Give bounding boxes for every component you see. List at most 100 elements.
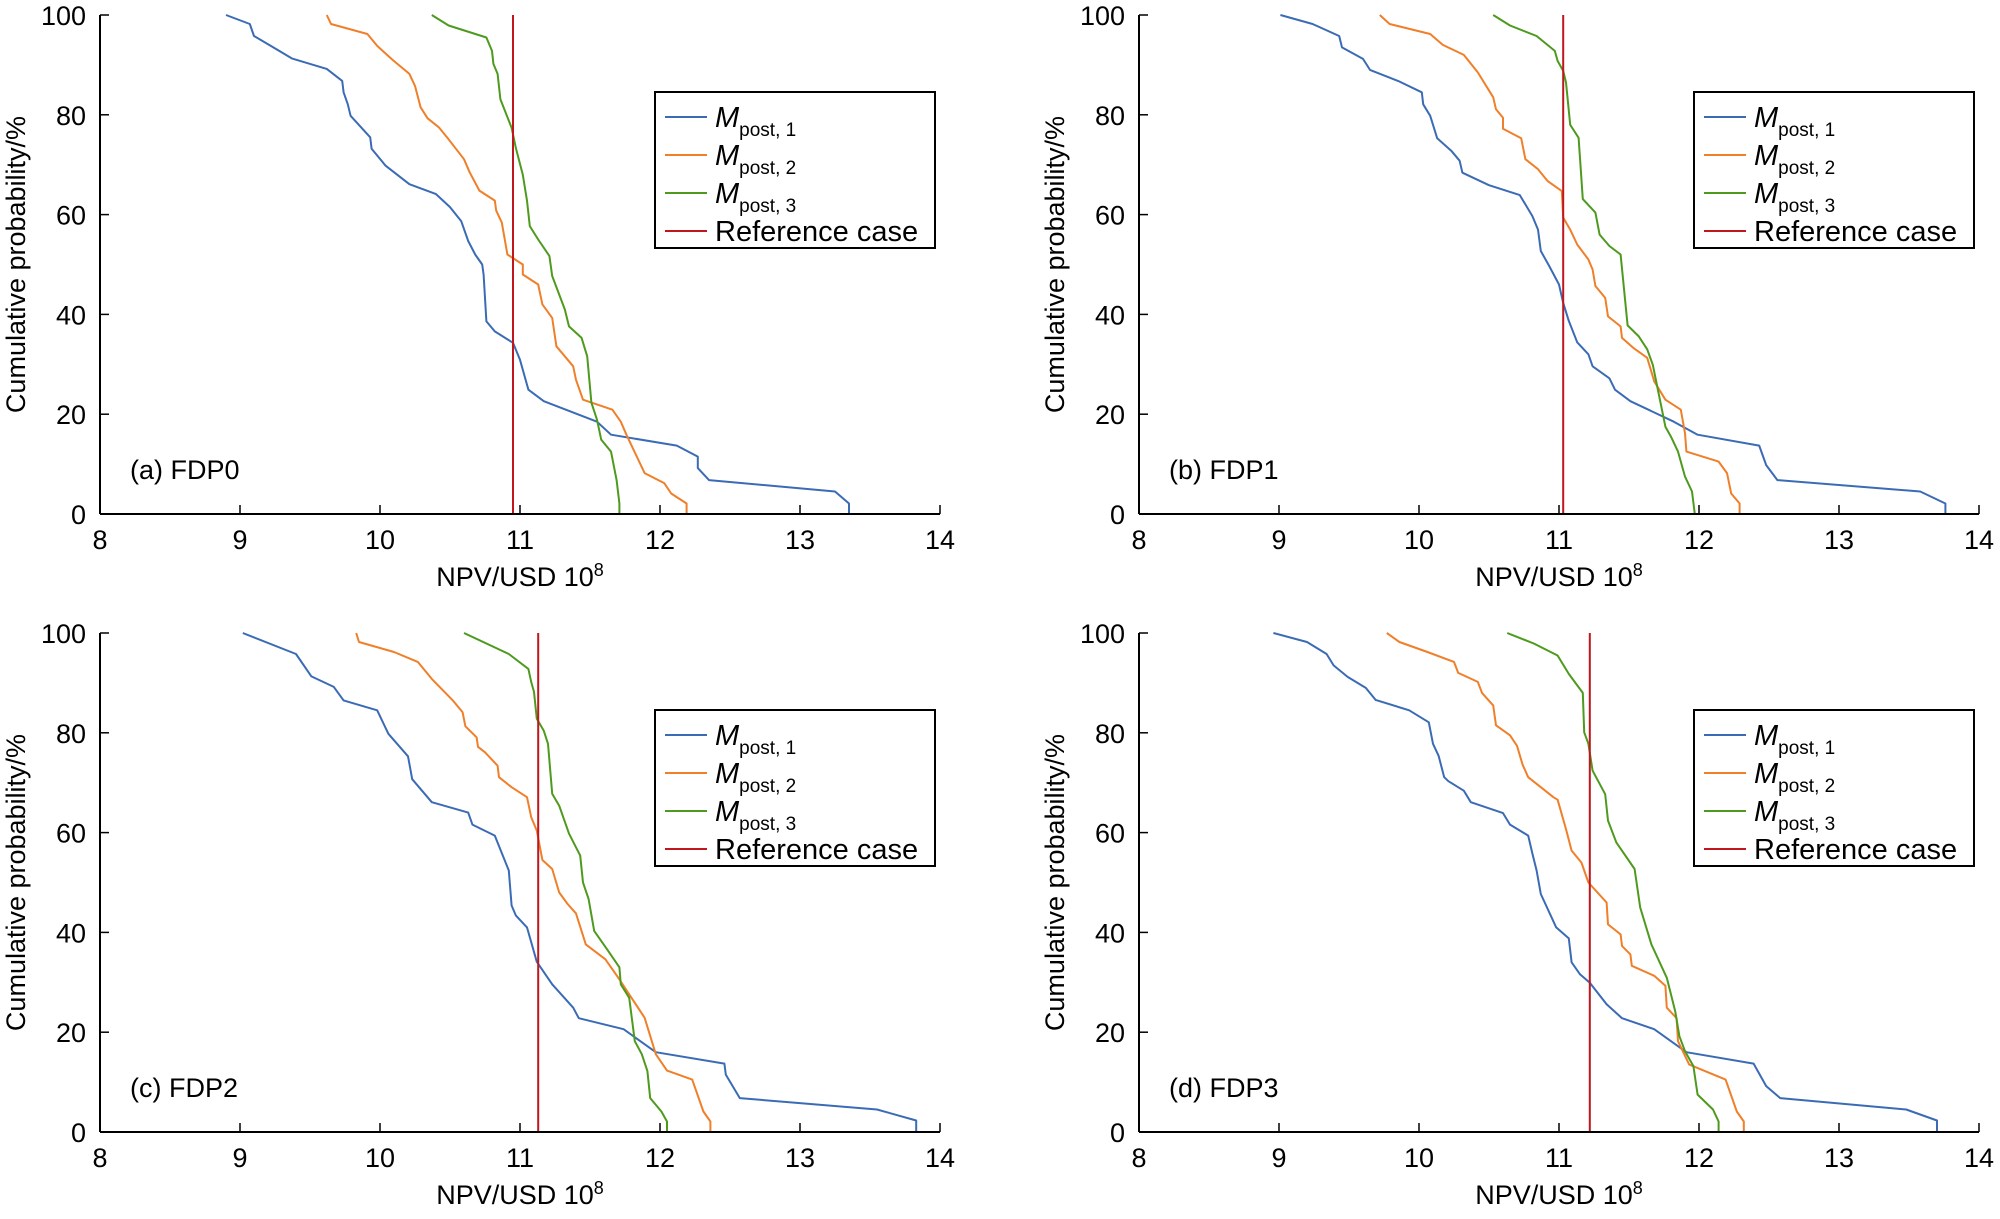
series-line-mpost-3	[1506, 632, 1720, 1132]
y-tick-label: 100	[41, 619, 86, 649]
series-line-mpost-1	[225, 14, 850, 514]
series-line-mpost-3	[463, 632, 668, 1132]
legend-label-mpost-3: Mpost, 3	[715, 178, 796, 217]
series-line-mpost-2	[355, 632, 712, 1132]
x-tick-label: 8	[1131, 1143, 1146, 1173]
x-tick-label: 12	[1684, 525, 1714, 555]
x-tick-label: 14	[1964, 1143, 1994, 1173]
x-tick-label: 12	[1684, 1143, 1714, 1173]
x-tick-label: 11	[1545, 1143, 1573, 1173]
x-tick-label: 12	[645, 525, 675, 555]
y-tick-label: 40	[1095, 300, 1125, 330]
legend-label-reference-case: Reference case	[1754, 834, 1957, 866]
legend-label-mpost-2: Mpost, 2	[715, 758, 796, 797]
x-tick-label: 11	[1545, 525, 1573, 555]
y-axis-label: Cumulative probability/%	[1040, 116, 1070, 413]
x-tick-label: 9	[1271, 1143, 1286, 1173]
y-tick-label: 60	[56, 201, 86, 231]
series-line-mpost-1	[1273, 632, 1938, 1132]
y-tick-label: 40	[56, 918, 86, 948]
x-tick-label: 13	[785, 525, 815, 555]
panel-label: (c) FDP2	[130, 1073, 238, 1103]
legend-label-mpost-1: Mpost, 1	[1754, 720, 1835, 759]
legend-label-reference-case: Reference case	[715, 834, 918, 866]
y-axis-label: Cumulative probability/%	[1040, 734, 1070, 1031]
x-tick-label: 9	[232, 1143, 247, 1173]
chart-panel-d: 8 9 10 11 12 13 14 0 20 40 60 80 100 NPV/USD 108 Cumul…	[1040, 619, 1994, 1210]
y-tick-label: 60	[1095, 201, 1125, 231]
chart-panel-a: 8 9 10 11 12 13 14 0 20 40 60 80 100 NPV/USD 108 Cumul…	[1, 1, 955, 592]
x-tick-label: 8	[1131, 525, 1146, 555]
x-tick-label: 14	[1964, 525, 1994, 555]
panel-label: (a) FDP0	[130, 455, 240, 485]
legend-label-reference-case: Reference case	[715, 216, 918, 248]
panel-label: (d) FDP3	[1169, 1073, 1279, 1103]
y-tick-label: 60	[1095, 819, 1125, 849]
y-tick-label: 0	[1110, 500, 1125, 530]
chart-panel-b: 8 9 10 11 12 13 14 0 20 40 60 80 100 NPV/USD 108 Cumul…	[1040, 1, 1994, 592]
x-tick-label: 8	[92, 525, 107, 555]
x-axis-label: NPV/USD 108	[436, 1178, 604, 1210]
series-line-mpost-3	[431, 14, 621, 514]
x-axis-label: NPV/USD 108	[1475, 560, 1643, 592]
chart-panel-c: 8 9 10 11 12 13 14 0 20 40 60 80 100 NPV/USD 108 Cumul…	[1, 619, 955, 1210]
legend-label-mpost-3: Mpost, 3	[1754, 796, 1835, 835]
x-tick-label: 8	[92, 1143, 107, 1173]
x-tick-label: 10	[1404, 1143, 1434, 1173]
x-tick-label: 14	[925, 1143, 955, 1173]
series-line-mpost-2	[1386, 632, 1745, 1132]
y-tick-label: 40	[1095, 918, 1125, 948]
x-axis-label: NPV/USD 108	[436, 560, 604, 592]
legend-label-mpost-2: Mpost, 2	[715, 140, 796, 179]
x-tick-label: 10	[1404, 525, 1434, 555]
y-tick-label: 100	[1080, 619, 1125, 649]
x-tick-label: 10	[365, 525, 395, 555]
y-tick-label: 20	[1095, 400, 1125, 430]
y-tick-label: 100	[1080, 1, 1125, 31]
y-tick-label: 0	[1110, 1118, 1125, 1148]
legend-label-mpost-2: Mpost, 2	[1754, 140, 1835, 179]
legend-label-mpost-1: Mpost, 1	[715, 102, 796, 141]
y-tick-label: 20	[56, 1018, 86, 1048]
y-tick-label: 60	[56, 819, 86, 849]
legend-label-mpost-3: Mpost, 3	[715, 796, 796, 835]
x-tick-label: 13	[1824, 525, 1854, 555]
y-axis-label: Cumulative probability/%	[1, 116, 31, 413]
x-tick-label: 11	[506, 1143, 534, 1173]
x-tick-label: 10	[365, 1143, 395, 1173]
x-tick-label: 9	[232, 525, 247, 555]
legend-label-mpost-2: Mpost, 2	[1754, 758, 1835, 797]
series-line-mpost-1	[242, 632, 918, 1132]
y-tick-label: 0	[71, 1118, 86, 1148]
series-line-mpost-2	[325, 14, 688, 514]
legend-label-mpost-3: Mpost, 3	[1754, 178, 1835, 217]
panel-label: (b) FDP1	[1169, 455, 1279, 485]
x-tick-label: 13	[785, 1143, 815, 1173]
x-axis-label: NPV/USD 108	[1475, 1178, 1643, 1210]
y-tick-label: 80	[1095, 101, 1125, 131]
x-tick-label: 14	[925, 525, 955, 555]
x-tick-label: 9	[1271, 525, 1286, 555]
y-tick-label: 20	[1095, 1018, 1125, 1048]
x-tick-label: 11	[506, 525, 534, 555]
y-axis-label: Cumulative probability/%	[1, 734, 31, 1031]
legend-label-reference-case: Reference case	[1754, 216, 1957, 248]
y-tick-label: 20	[56, 400, 86, 430]
series-line-mpost-1	[1280, 14, 1947, 514]
y-tick-label: 0	[71, 500, 86, 530]
series-line-mpost-3	[1492, 14, 1696, 515]
y-tick-label: 80	[1095, 719, 1125, 749]
y-tick-label: 80	[56, 719, 86, 749]
x-tick-label: 12	[645, 1143, 675, 1173]
y-tick-label: 80	[56, 101, 86, 131]
legend-label-mpost-1: Mpost, 1	[715, 720, 796, 759]
x-tick-label: 13	[1824, 1143, 1854, 1173]
y-tick-label: 40	[56, 300, 86, 330]
legend-label-mpost-1: Mpost, 1	[1754, 102, 1835, 141]
series-line-mpost-2	[1379, 14, 1741, 514]
